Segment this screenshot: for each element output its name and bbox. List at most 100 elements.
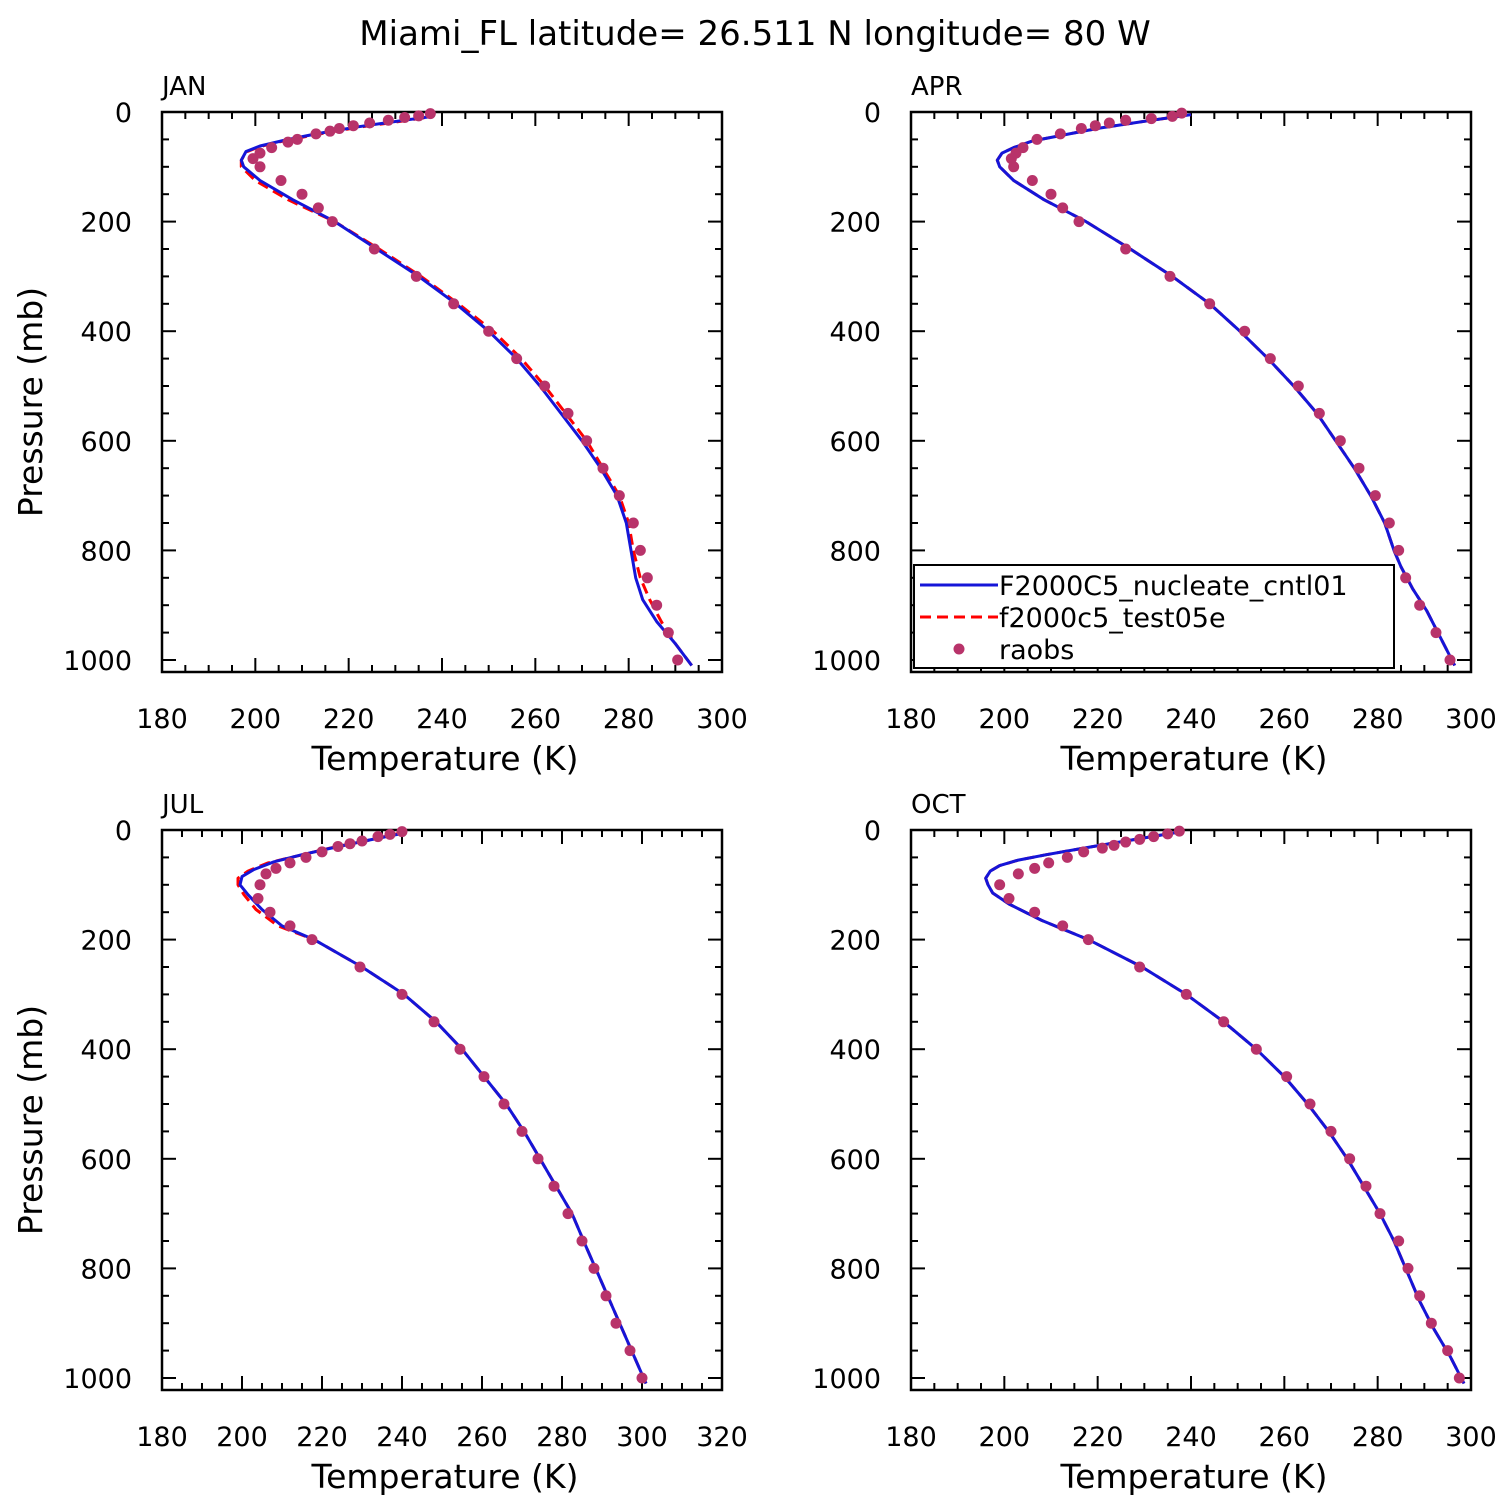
- y-tick-label: 800: [829, 1254, 881, 1285]
- raobs-point: [641, 572, 653, 584]
- raobs-point: [1353, 462, 1365, 474]
- raobs-point: [1239, 325, 1251, 337]
- raobs-point: [1292, 380, 1304, 392]
- x-axis-label: Temperature (K): [311, 1457, 579, 1496]
- raobs-point: [1134, 961, 1146, 973]
- y-tick-label: 1000: [63, 1364, 132, 1395]
- x-tick-label: 260: [510, 704, 562, 735]
- raobs-point: [372, 831, 384, 843]
- x-tick-label: 220: [323, 704, 375, 735]
- raobs-point: [672, 654, 684, 666]
- panel-jan: 180 200 220 240 260 280 300 0 200 400 600 800 1000 JA…: [11, 72, 748, 778]
- raobs-point: [384, 828, 396, 840]
- x-tick-label: 260: [1259, 1422, 1311, 1453]
- raobs-point: [1393, 1235, 1405, 1247]
- raobs-point: [254, 147, 266, 159]
- raobs-point: [1120, 836, 1132, 848]
- y-tick-label: 600: [829, 427, 881, 458]
- raobs-point: [1176, 107, 1188, 119]
- raobs-point: [1103, 117, 1115, 129]
- raobs-point: [284, 857, 296, 869]
- raobs-point: [1360, 1180, 1372, 1192]
- raobs-point: [581, 435, 593, 447]
- legend: F2000C5_nucleate_cntl01f2000c5_test05era…: [913, 564, 1395, 669]
- test05e-line: [984, 830, 1466, 1385]
- y-tick-label: 800: [80, 536, 132, 567]
- raobs-point: [1166, 110, 1178, 122]
- x-tick-label: 260: [456, 1422, 508, 1453]
- raobs-point: [478, 1071, 490, 1083]
- raobs-point: [600, 1290, 612, 1302]
- raobs-point: [284, 920, 296, 932]
- y-tick-label: 600: [80, 427, 132, 458]
- test05e-line: [236, 831, 648, 1385]
- raobs-point: [1453, 1372, 1465, 1384]
- y-tick-label: 400: [80, 317, 132, 348]
- raobs-point: [1162, 828, 1174, 840]
- y-tick-label: 200: [829, 208, 881, 239]
- raobs-point: [511, 353, 523, 365]
- y-tick-label: 600: [80, 1145, 132, 1176]
- raobs-point: [296, 188, 308, 200]
- raobs-point: [1334, 435, 1346, 447]
- y-tick-label: 1000: [63, 646, 132, 677]
- panel-label: OCT: [911, 790, 966, 820]
- y-tick-label: 600: [829, 1145, 881, 1176]
- raobs-point: [562, 407, 574, 419]
- panel-jul: 180 200 220 240 260 280 300 320 0 200 400 600 800 100…: [11, 790, 748, 1496]
- raobs-point: [1029, 862, 1041, 874]
- x-tick-label: 260: [1259, 704, 1311, 735]
- raobs-point: [994, 879, 1006, 891]
- raobs-point: [624, 1345, 636, 1357]
- y-tick-label: 200: [80, 208, 132, 239]
- test05e-line: [239, 114, 693, 667]
- plot-frame: [160, 828, 724, 1392]
- raobs-point: [300, 851, 312, 863]
- legend-label: raobs: [999, 635, 1074, 666]
- y-tick-label: 200: [80, 926, 132, 957]
- x-tick-label: 200: [230, 704, 282, 735]
- raobs-point: [498, 1098, 510, 1110]
- raobs-point: [454, 1043, 466, 1055]
- x-tick-label: 300: [696, 704, 748, 735]
- raobs-point: [1054, 128, 1066, 140]
- raobs-point: [1003, 893, 1015, 904]
- raobs-point: [1164, 270, 1176, 282]
- plot-frame: [909, 828, 1473, 1392]
- raobs-point: [1393, 544, 1405, 556]
- raobs-point: [333, 122, 345, 134]
- y-tick-label: 0: [864, 98, 881, 129]
- raobs-point: [1414, 599, 1426, 611]
- x-tick-label: 220: [1072, 704, 1124, 735]
- raobs-point: [539, 380, 551, 392]
- x-tick-label: 320: [696, 1422, 748, 1453]
- raobs-point: [1057, 920, 1069, 932]
- raobs-point: [1400, 572, 1412, 584]
- raobs-point: [1369, 490, 1381, 502]
- raobs-point: [312, 202, 324, 214]
- raobs-point: [532, 1153, 544, 1165]
- raobs-point: [1145, 113, 1157, 125]
- raobs-point: [396, 988, 408, 1000]
- raobs-point: [613, 490, 625, 502]
- raobs-point: [448, 298, 460, 310]
- raobs-point: [252, 893, 264, 904]
- raobs-point: [399, 111, 411, 123]
- raobs-point: [651, 599, 663, 611]
- raobs-point: [1218, 1016, 1230, 1028]
- raobs-point: [310, 128, 322, 140]
- x-tick-label: 200: [216, 1422, 268, 1453]
- raobs-point: [428, 1016, 440, 1028]
- legend-label: F2000C5_nucleate_cntl01: [999, 571, 1348, 602]
- raobs-point: [588, 1262, 600, 1274]
- raobs-point: [264, 906, 276, 918]
- x-tick-label: 200: [979, 704, 1031, 735]
- raobs-point: [1073, 216, 1085, 228]
- y-tick-label: 0: [115, 98, 132, 129]
- raobs-point: [382, 114, 394, 126]
- raobs-point: [354, 961, 366, 973]
- raobs-point: [1148, 831, 1160, 843]
- raobs-point: [597, 462, 609, 474]
- raobs-point: [1096, 842, 1108, 854]
